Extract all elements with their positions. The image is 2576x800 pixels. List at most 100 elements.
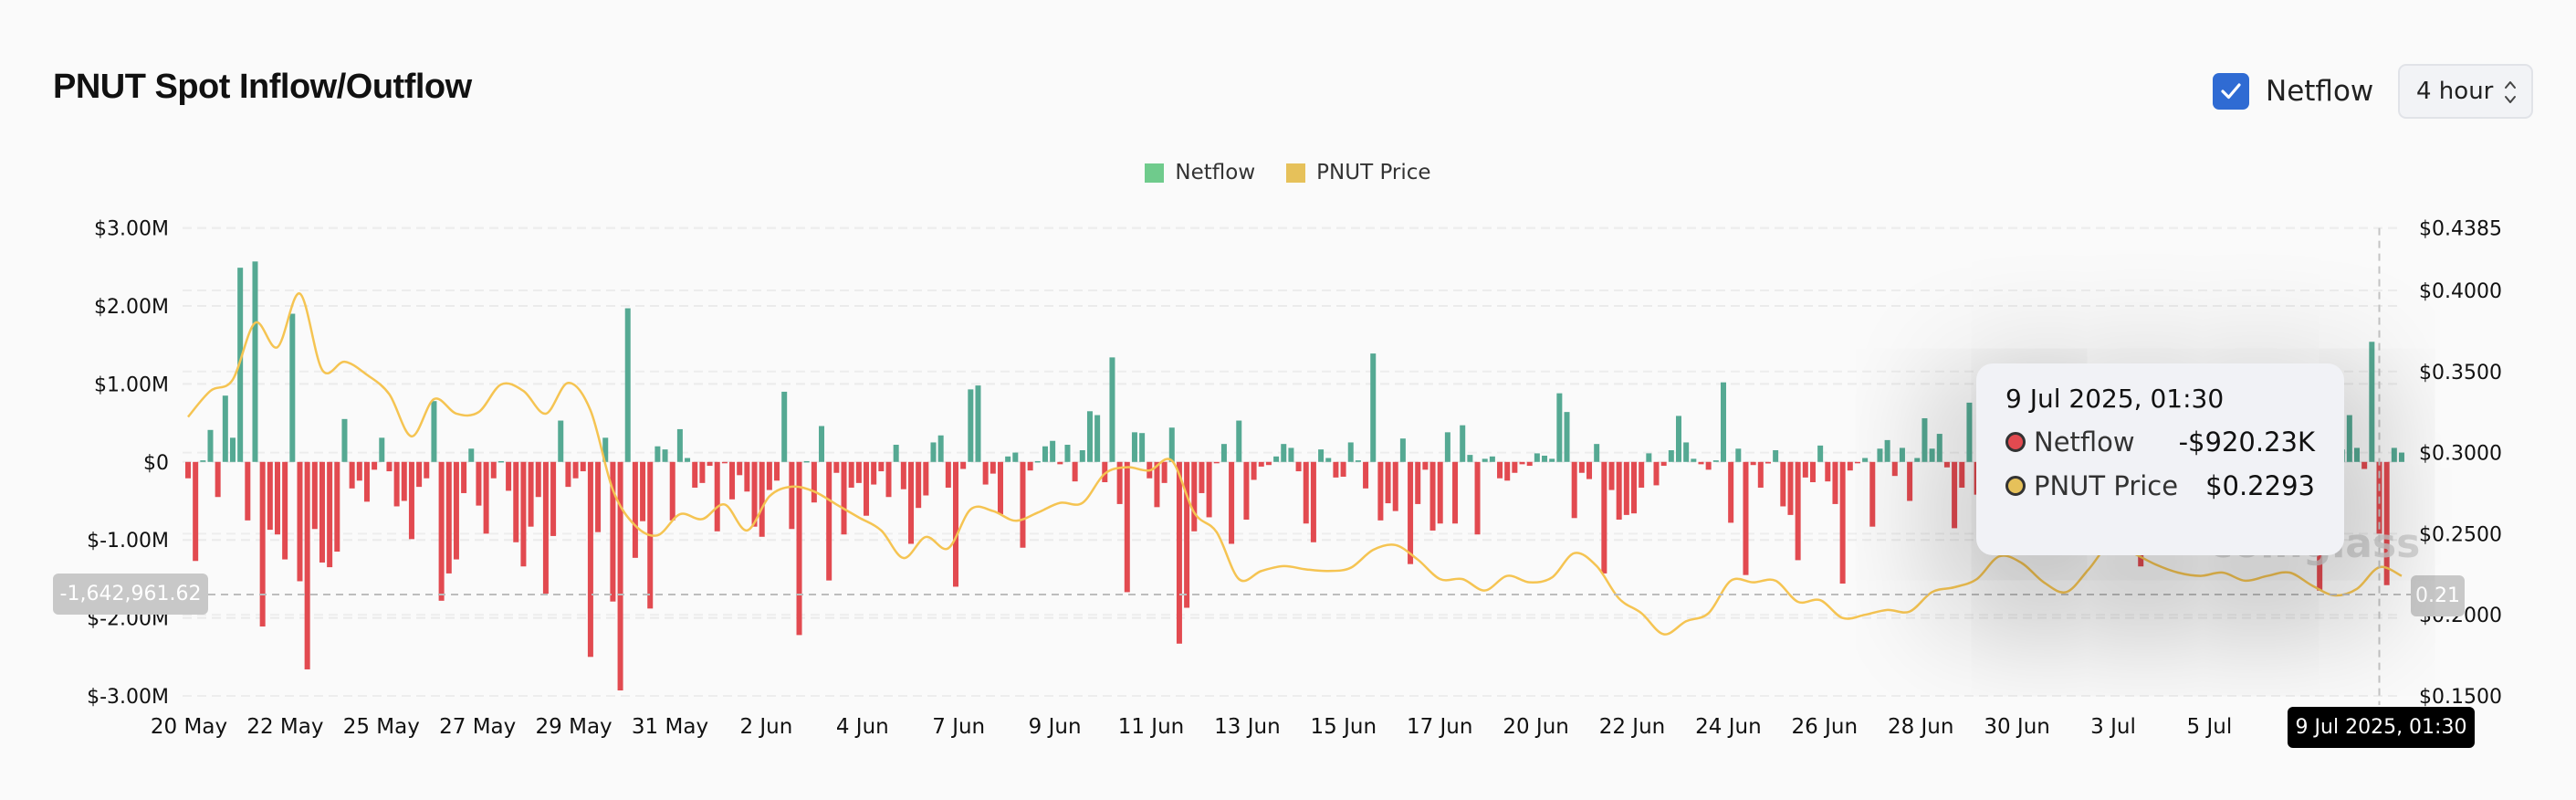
- outflow-bar[interactable]: [424, 461, 430, 479]
- inflow-bar[interactable]: [1281, 444, 1287, 462]
- inflow-bar[interactable]: [341, 418, 348, 462]
- outflow-bar[interactable]: [1839, 461, 1846, 584]
- outflow-bar[interactable]: [363, 461, 370, 502]
- outflow-bar[interactable]: [1020, 461, 1026, 548]
- inflow-bar[interactable]: [1139, 433, 1146, 462]
- inflow-bar[interactable]: [1773, 449, 1779, 462]
- inflow-bar[interactable]: [1556, 393, 1563, 462]
- inflow-bar[interactable]: [1399, 438, 1406, 462]
- outflow-bar[interactable]: [1809, 461, 1816, 483]
- outflow-bar[interactable]: [1795, 461, 1801, 561]
- inflow-bar[interactable]: [200, 460, 206, 462]
- outflow-bar[interactable]: [632, 461, 638, 558]
- outflow-bar[interactable]: [1571, 461, 1577, 519]
- outflow-bar[interactable]: [640, 461, 646, 521]
- inflow-bar[interactable]: [930, 442, 937, 462]
- outflow-bar[interactable]: [372, 461, 378, 470]
- outflow-bar[interactable]: [916, 461, 922, 509]
- outflow-bar[interactable]: [311, 461, 318, 530]
- outflow-bar[interactable]: [319, 461, 325, 563]
- inflow-bar[interactable]: [1594, 444, 1600, 462]
- outflow-bar[interactable]: [841, 461, 847, 535]
- outflow-bar[interactable]: [617, 461, 623, 691]
- outflow-bar[interactable]: [737, 461, 743, 476]
- interval-select[interactable]: 4 hour: [2398, 64, 2533, 119]
- outflow-bar[interactable]: [900, 461, 906, 489]
- outflow-bar[interactable]: [1497, 461, 1503, 479]
- outflow-bar[interactable]: [386, 461, 393, 472]
- inflow-bar[interactable]: [1079, 449, 1085, 462]
- outflow-bar[interactable]: [185, 461, 191, 479]
- outflow-bar[interactable]: [826, 461, 832, 581]
- outflow-bar[interactable]: [453, 461, 459, 560]
- outflow-bar[interactable]: [1764, 461, 1771, 464]
- outflow-bar[interactable]: [438, 461, 445, 601]
- outflow-bar[interactable]: [445, 461, 452, 574]
- inflow-bar[interactable]: [1236, 420, 1242, 462]
- outflow-bar[interactable]: [1698, 461, 1704, 465]
- inflow-bar[interactable]: [1929, 448, 1935, 462]
- inflow-bar[interactable]: [1817, 445, 1824, 462]
- outflow-bar[interactable]: [245, 461, 251, 521]
- outflow-bar[interactable]: [1161, 461, 1168, 483]
- outflow-bar[interactable]: [1392, 461, 1398, 511]
- outflow-bar[interactable]: [215, 461, 221, 498]
- outflow-bar[interactable]: [923, 461, 929, 496]
- inflow-bar[interactable]: [1683, 442, 1690, 462]
- inflow-bar[interactable]: [1273, 456, 1280, 462]
- outflow-bar[interactable]: [267, 461, 273, 531]
- outflow-bar[interactable]: [1601, 461, 1607, 574]
- outflow-bar[interactable]: [2361, 461, 2368, 469]
- outflow-bar[interactable]: [997, 461, 1003, 515]
- outflow-bar[interactable]: [506, 461, 512, 491]
- outflow-bar[interactable]: [542, 461, 549, 595]
- inflow-bar[interactable]: [289, 313, 296, 462]
- inflow-bar[interactable]: [1735, 448, 1742, 462]
- outflow-bar[interactable]: [908, 461, 915, 544]
- outflow-bar[interactable]: [1340, 461, 1346, 478]
- outflow-bar[interactable]: [535, 461, 541, 498]
- inflow-bar[interactable]: [1482, 458, 1488, 462]
- outflow-bar[interactable]: [1377, 461, 1384, 521]
- inflow-bar[interactable]: [1042, 446, 1048, 462]
- inflow-bar[interactable]: [1064, 445, 1071, 462]
- inflow-bar[interactable]: [207, 429, 214, 462]
- outflow-bar[interactable]: [1504, 461, 1511, 481]
- outflow-bar[interactable]: [304, 461, 310, 669]
- inflow-bar[interactable]: [781, 391, 788, 462]
- outflow-bar[interactable]: [729, 461, 736, 500]
- outflow-bar[interactable]: [982, 461, 989, 485]
- outflow-bar[interactable]: [349, 461, 355, 489]
- outflow-bar[interactable]: [610, 461, 616, 602]
- outflow-bar[interactable]: [1750, 461, 1756, 466]
- outflow-bar[interactable]: [1959, 461, 1965, 488]
- outflow-bar[interactable]: [751, 461, 758, 527]
- outflow-bar[interactable]: [774, 461, 780, 481]
- inflow-bar[interactable]: [1318, 449, 1325, 462]
- inflow-bar[interactable]: [1131, 432, 1137, 462]
- outflow-bar[interactable]: [811, 461, 817, 503]
- legend-item-price[interactable]: PNUT Price: [1286, 161, 1431, 184]
- outflow-bar[interactable]: [885, 461, 892, 498]
- legend-item-netflow[interactable]: Netflow: [1145, 161, 1255, 184]
- outflow-bar[interactable]: [1333, 461, 1339, 478]
- inflow-bar[interactable]: [893, 445, 899, 462]
- outflow-bar[interactable]: [513, 461, 519, 542]
- inflow-bar[interactable]: [1564, 412, 1570, 462]
- outflow-bar[interactable]: [1176, 461, 1182, 644]
- outflow-bar[interactable]: [1072, 461, 1078, 482]
- inflow-bar[interactable]: [1034, 460, 1041, 463]
- inflow-bar[interactable]: [968, 389, 974, 462]
- outflow-bar[interactable]: [401, 461, 407, 501]
- inflow-bar[interactable]: [2399, 452, 2404, 462]
- outflow-bar[interactable]: [945, 461, 951, 488]
- outflow-bar[interactable]: [1310, 461, 1316, 542]
- outflow-bar[interactable]: [2383, 461, 2390, 585]
- outflow-bar[interactable]: [833, 461, 840, 473]
- outflow-bar[interactable]: [1907, 461, 1913, 501]
- inflow-bar[interactable]: [431, 401, 437, 462]
- inflow-bar[interactable]: [222, 395, 228, 462]
- inflow-bar[interactable]: [937, 435, 944, 462]
- outflow-bar[interactable]: [1229, 461, 1235, 544]
- inflow-bar[interactable]: [229, 437, 236, 462]
